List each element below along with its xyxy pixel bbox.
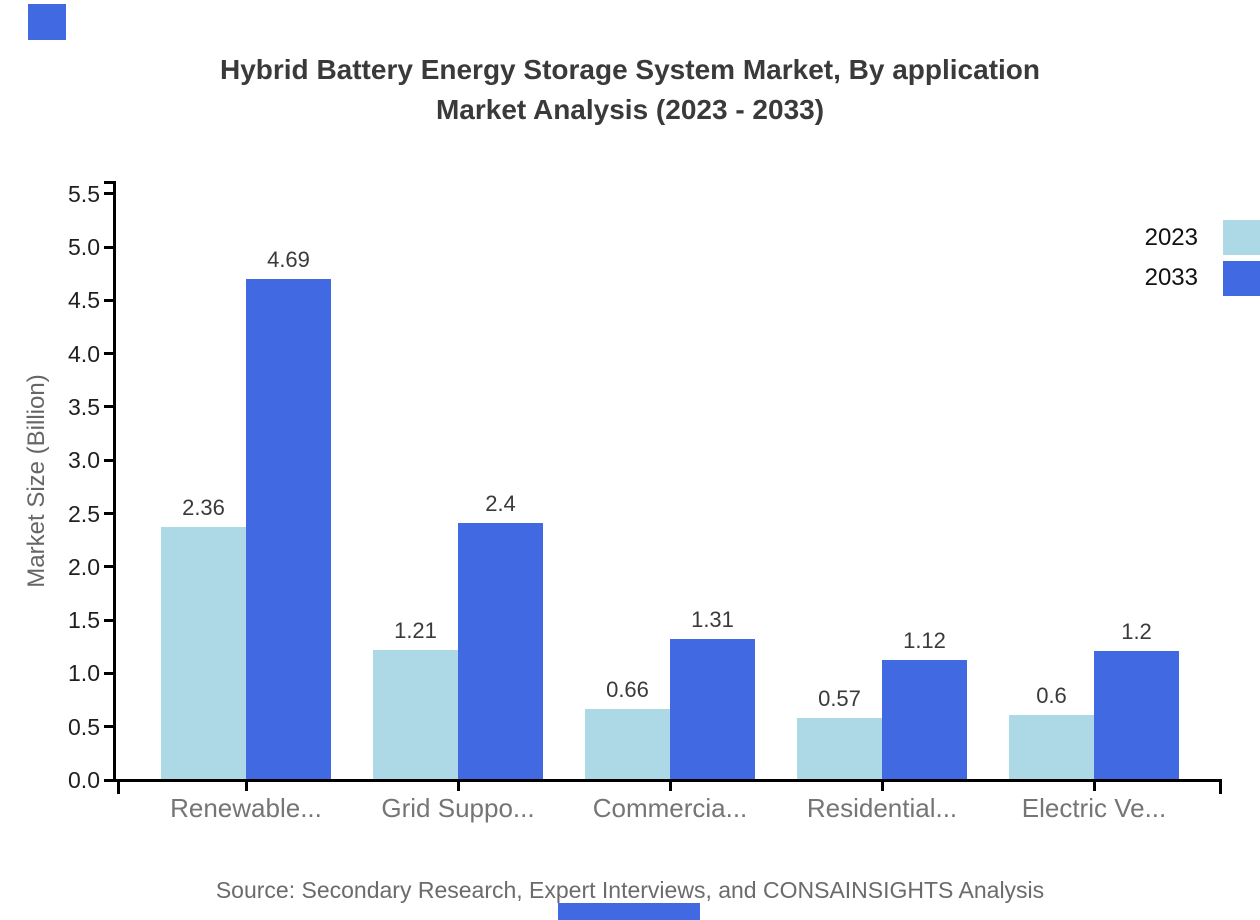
x-tick-label: Renewable... <box>170 793 322 823</box>
legend-label-2033: 2033 <box>1144 264 1198 291</box>
y-tick-label: 5.0 <box>68 234 100 260</box>
x-axis-spine <box>113 778 1222 782</box>
bar-2033-4 <box>1094 651 1179 779</box>
legend-swatch-2023 <box>1223 220 1260 255</box>
bar-2023-3 <box>797 718 882 779</box>
y-tick-label: 4.0 <box>68 340 100 367</box>
y-tick <box>104 405 113 409</box>
x-tick <box>880 781 884 791</box>
x-tick <box>1092 781 1096 791</box>
x-axis-left-cap <box>117 781 120 794</box>
y-tick <box>104 778 113 782</box>
y-tick-label: 1.0 <box>68 660 100 687</box>
bar-2023-2 <box>585 708 670 779</box>
x-tick-label: Residential... <box>806 793 958 823</box>
value-label: 2.4 <box>485 491 516 517</box>
y-tick-label: 5.5 <box>68 180 100 207</box>
y-tick-label: 3.0 <box>68 447 100 474</box>
x-axis-right-cap <box>1219 781 1222 794</box>
value-label: 0.66 <box>606 676 649 702</box>
chart-title-line2: Market Analysis (2023 - 2033) <box>435 94 825 125</box>
y-tick <box>104 245 113 249</box>
x-tick <box>456 781 460 791</box>
brand-square-topleft <box>28 4 66 40</box>
bar-2033-3 <box>882 659 967 779</box>
chart-title-line1: Hybrid Battery Energy Storage System Mar… <box>219 54 1041 85</box>
x-tick <box>668 781 672 791</box>
y-tick <box>104 512 113 515</box>
value-label: 0.57 <box>818 686 861 712</box>
y-tick-label: 0.0 <box>68 767 100 793</box>
brand-bar-bottom <box>558 903 700 920</box>
source-note: Source: Secondary Research, Expert Inter… <box>215 877 1045 903</box>
x-tick-label: Electric Ve... <box>1021 793 1167 823</box>
value-label: 1.12 <box>903 627 946 653</box>
x-tick-label: Grid Suppo... <box>381 793 535 823</box>
legend-swatch-2033 <box>1223 261 1260 296</box>
value-label: 1.21 <box>394 618 437 643</box>
value-label: 1.31 <box>691 607 734 633</box>
y-tick <box>104 725 113 729</box>
y-axis-top-cap <box>104 181 113 184</box>
y-tick <box>104 192 113 196</box>
value-label: 0.6 <box>1036 683 1067 709</box>
value-label: 1.2 <box>1121 619 1152 645</box>
y-tick-label: 1.5 <box>68 607 100 634</box>
bar-2033-1 <box>458 523 543 779</box>
x-tick-label: Commercia... <box>592 793 748 823</box>
y-tick <box>104 298 113 302</box>
y-tick <box>104 618 113 622</box>
x-tick <box>244 781 248 791</box>
bar-2023-0 <box>161 527 246 779</box>
y-axis-spine <box>113 181 116 782</box>
y-tick <box>104 458 113 462</box>
bar-2033-2 <box>670 639 755 779</box>
y-tick-label: 2.0 <box>68 553 100 580</box>
y-tick-label: 2.5 <box>68 500 100 527</box>
y-tick-label: 4.5 <box>68 287 100 314</box>
y-tick-label: 0.5 <box>68 713 100 740</box>
value-label: 2.36 <box>182 495 225 521</box>
bar-2023-1 <box>373 650 458 779</box>
y-tick <box>104 352 113 356</box>
legend-label-2023: 2023 <box>1144 224 1198 251</box>
y-tick-label: 3.5 <box>68 393 100 420</box>
y-tick <box>104 565 113 569</box>
bar-2023-4 <box>1009 715 1094 779</box>
value-label: 4.69 <box>267 247 310 273</box>
chart-title: Hybrid Battery Energy Storage System Mar… <box>0 50 1260 130</box>
y-tick <box>104 671 113 675</box>
bar-2033-0 <box>246 279 331 779</box>
